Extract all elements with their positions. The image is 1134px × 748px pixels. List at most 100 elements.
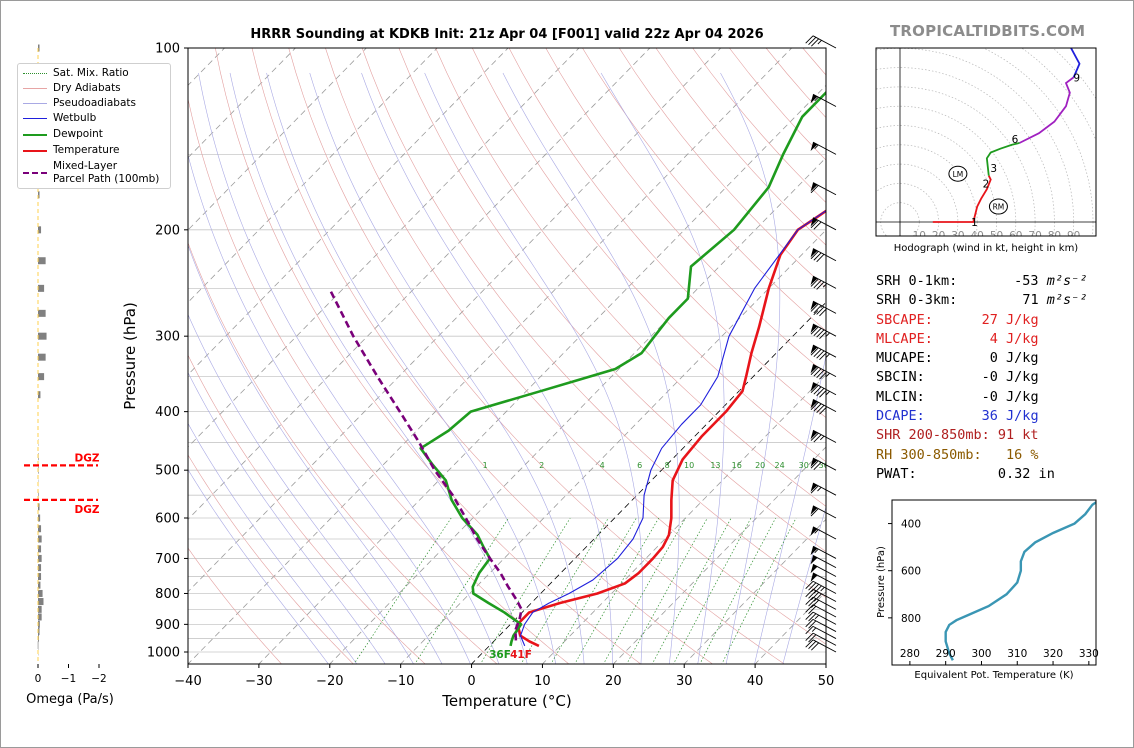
theta-e-area	[944, 500, 1096, 661]
omega-bar	[38, 284, 45, 292]
surface-dewpoint-label: 36F	[489, 649, 511, 661]
pseudoadiabat	[188, 313, 414, 664]
barb-flag	[819, 351, 828, 361]
dry-adiabat	[325, 48, 826, 645]
barb-pennant	[810, 344, 818, 354]
barb-flag	[810, 366, 819, 375]
index-pwat: PWAT: 0.32 in	[876, 465, 1087, 484]
pseudoadiabat	[754, 353, 826, 664]
theta-e-y-tick-label: 800	[901, 613, 921, 625]
pseudoadiabat	[600, 72, 725, 664]
y-tick-label: 400	[155, 405, 180, 420]
barb-pennant	[810, 142, 818, 152]
hodo-segment	[985, 141, 1020, 176]
barb-flag	[816, 281, 825, 290]
wind-barb	[810, 275, 837, 290]
y-tick-label: 600	[155, 512, 180, 527]
hodo-ring-label: 70	[1028, 230, 1041, 242]
wind-barb	[805, 611, 837, 625]
index-label: MLCIN:	[876, 388, 982, 405]
barb-half	[814, 614, 820, 620]
mixing-ratio-line	[550, 517, 637, 664]
omega-bar	[38, 589, 43, 597]
x-tick-label: 30	[676, 674, 693, 689]
isotherm	[188, 48, 792, 664]
pseudoadiabat	[782, 505, 826, 664]
barb-half	[822, 283, 828, 288]
mixing-ratio-label: 1	[483, 461, 488, 470]
barb-half	[820, 435, 825, 441]
dry-adiabat	[435, 48, 826, 507]
legend-swatch-pseudoadiabats	[23, 103, 47, 104]
index-unit: m²s⁻²	[1046, 273, 1088, 289]
barb-flag	[816, 329, 825, 338]
barb-half	[825, 332, 830, 337]
hodo-ring-label: 30	[951, 230, 964, 242]
barb-flag	[816, 404, 825, 413]
mixing-ratio-label: 13	[710, 461, 720, 470]
wind-barb	[810, 563, 837, 577]
omega-bar	[38, 554, 42, 562]
barb-pennant	[810, 526, 818, 536]
barb-half	[825, 353, 830, 358]
barb-shaft	[812, 588, 837, 602]
barb-pennant	[810, 457, 818, 467]
barb-shaft	[812, 618, 837, 632]
y-axis-label: Pressure (hPa)	[121, 302, 139, 410]
pseudoadiabat	[188, 371, 386, 664]
isotherm	[612, 446, 826, 664]
pseudoadiabat	[502, 72, 680, 664]
barb-flag	[813, 434, 822, 443]
dry-adiabat	[188, 547, 282, 664]
barb-flag	[805, 639, 814, 648]
wind-barb	[810, 300, 837, 317]
isotherm	[188, 48, 509, 376]
barb-flag	[813, 280, 822, 289]
mixing-ratio-label: 24	[774, 461, 784, 470]
index-value: 27 J/kg	[981, 311, 1039, 328]
wind-barb	[810, 93, 837, 107]
barb-flag	[808, 605, 817, 615]
x-tick-label: −10	[387, 674, 414, 689]
mixing-ratio-line	[353, 517, 452, 664]
mixing-ratio-line	[480, 517, 571, 664]
barb-flag	[810, 347, 819, 356]
legend-swatch-dewpoint	[23, 134, 47, 136]
index-label: SHR 200-850mb:	[876, 427, 998, 444]
barb-flag	[813, 252, 822, 261]
mixing-ratio-label: 4	[600, 461, 605, 470]
x-tick-label: −40	[174, 674, 201, 689]
index-dcape: DCAPE: 36 J/kg	[876, 407, 1087, 426]
barb-flag	[813, 221, 822, 230]
isotherm	[188, 48, 651, 520]
y-tick-label: 1000	[147, 646, 180, 661]
y-tick-label: 200	[155, 223, 180, 238]
barb-flag	[805, 589, 814, 598]
mixing-ratio-line	[721, 517, 797, 664]
barb-flag	[810, 432, 819, 441]
dry-adiabat	[472, 48, 826, 463]
x-tick-label: 50	[818, 674, 835, 689]
theta-e-x-tick-label: 330	[1079, 648, 1099, 660]
barb-shaft	[812, 35, 837, 49]
wind-barb	[810, 545, 837, 559]
wind-barb	[810, 364, 837, 380]
barb-pennant	[810, 482, 818, 492]
storm-motion-marker	[988, 198, 1008, 215]
theta-e-x-label: Equivalent Pot. Temperature (K)	[914, 670, 1073, 681]
barb-pennant	[810, 248, 818, 258]
legend-swatch-temperature	[23, 150, 47, 152]
barb-flag	[810, 485, 819, 494]
dry-adiabat	[508, 48, 826, 419]
barb-half	[814, 529, 819, 534]
barb-shaft	[812, 625, 837, 639]
barb-pennant	[810, 546, 818, 556]
index-unit: m²s⁻²	[1046, 292, 1088, 309]
legend-label: Temperature	[53, 144, 120, 156]
index-value: 91 kt	[997, 427, 1039, 444]
legend-label: Wetbulb	[53, 112, 97, 124]
dry-adiabat	[582, 48, 826, 332]
parcel-profile	[328, 287, 523, 641]
skewt-plot-area: 1 2 4 6 8 10 13 16 20 24 30 36	[188, 48, 826, 664]
index-label: SBCIN:	[876, 369, 982, 386]
